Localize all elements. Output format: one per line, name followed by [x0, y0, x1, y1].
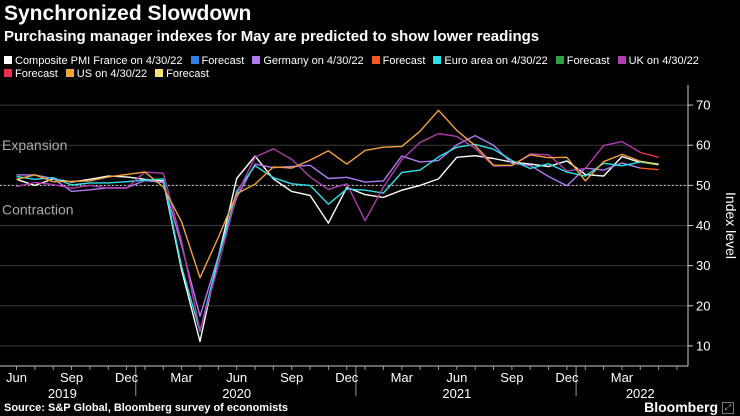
x-year-label: 2022: [626, 386, 655, 401]
x-tick-label: Sep: [280, 370, 303, 385]
legend-item: Forecast: [555, 55, 610, 68]
legend-label: Forecast: [15, 68, 58, 80]
legend-item: Forecast: [4, 68, 58, 81]
x-tick-label: Sep: [500, 370, 523, 385]
x-tick-label: Sep: [60, 370, 83, 385]
legend-swatch: [433, 56, 442, 64]
y-tick-label: 30: [696, 258, 710, 273]
legend-swatch: [190, 56, 199, 64]
legend-swatch: [4, 56, 12, 64]
x-year-label: 2020: [222, 386, 251, 401]
legend-label: Forecast: [201, 55, 245, 67]
x-tick-label: Dec: [115, 370, 139, 385]
zone-annotation: Expansion: [2, 137, 67, 153]
legend-swatch: [371, 56, 380, 64]
chart-legend: Composite PMI France on 4/30/22 Forecast G…: [4, 55, 724, 81]
x-tick-label: Jun: [446, 370, 467, 385]
y-axis-title: Index level: [723, 192, 739, 259]
legend-label: Forecast: [382, 55, 426, 67]
zone-annotation: Contraction: [2, 201, 74, 217]
x-tick-label: Jun: [6, 370, 27, 385]
legend-label: Forecast: [566, 55, 610, 67]
series-line: [640, 151, 659, 158]
series-line: [16, 143, 641, 333]
legend-label: US on 4/30/22: [76, 68, 148, 80]
x-tick-label: Dec: [335, 370, 359, 385]
legend-swatch: [155, 69, 164, 77]
series-line: [16, 154, 641, 343]
y-tick-label: 10: [696, 338, 710, 353]
legend-swatch: [617, 56, 626, 64]
legend-label: Germany on 4/30/22: [263, 55, 364, 67]
chart-subtitle: Purchasing manager indexes for May are p…: [4, 28, 540, 45]
legend-item: UK on 4/30/22: [617, 55, 699, 68]
series-line: [640, 167, 659, 171]
legend-item: Composite PMI France on 4/30/22: [4, 55, 183, 68]
x-tick-label: Mar: [611, 370, 634, 385]
legend-item: Euro area on 4/30/22: [433, 55, 548, 68]
series-line: [16, 109, 641, 279]
x-year-label: 2021: [442, 386, 471, 401]
legend-item: Forecast: [371, 55, 426, 68]
legend-label: Composite PMI France on 4/30/22: [15, 55, 183, 67]
y-tick-label: 70: [696, 98, 710, 113]
x-tick-label: Mar: [391, 370, 414, 385]
y-tick-label: 50: [696, 178, 710, 193]
x-tick-label: Dec: [555, 370, 579, 385]
legend-swatch: [4, 69, 12, 77]
legend-label: Euro area on 4/30/22: [444, 55, 548, 67]
y-tick-label: 60: [696, 138, 710, 153]
chart-title: Synchronized Slowdown: [4, 2, 252, 25]
legend-swatch: [65, 69, 74, 77]
source-note: Source: S&P Global, Bloomberg survey of …: [4, 402, 289, 414]
legend-swatch: [252, 56, 261, 64]
legend-item: Forecast: [190, 55, 245, 68]
series-line: [16, 132, 641, 332]
expand-icon[interactable]: ⤢: [722, 402, 734, 414]
legend-item: Germany on 4/30/22: [252, 55, 364, 68]
legend-label: Forecast: [166, 68, 209, 80]
legend-item: Forecast: [155, 68, 209, 81]
x-tick-label: Jun: [226, 370, 247, 385]
legend-swatch: [555, 56, 564, 64]
y-tick-label: 40: [696, 218, 710, 233]
x-tick-label: Mar: [170, 370, 193, 385]
legend-label: UK on 4/30/22: [628, 55, 699, 67]
bloomberg-logo: Bloomberg: [644, 399, 718, 415]
legend-item: US on 4/30/22: [65, 68, 148, 81]
x-year-label: 2019: [48, 386, 77, 401]
series-line: [640, 160, 659, 166]
y-tick-label: 20: [696, 298, 710, 313]
